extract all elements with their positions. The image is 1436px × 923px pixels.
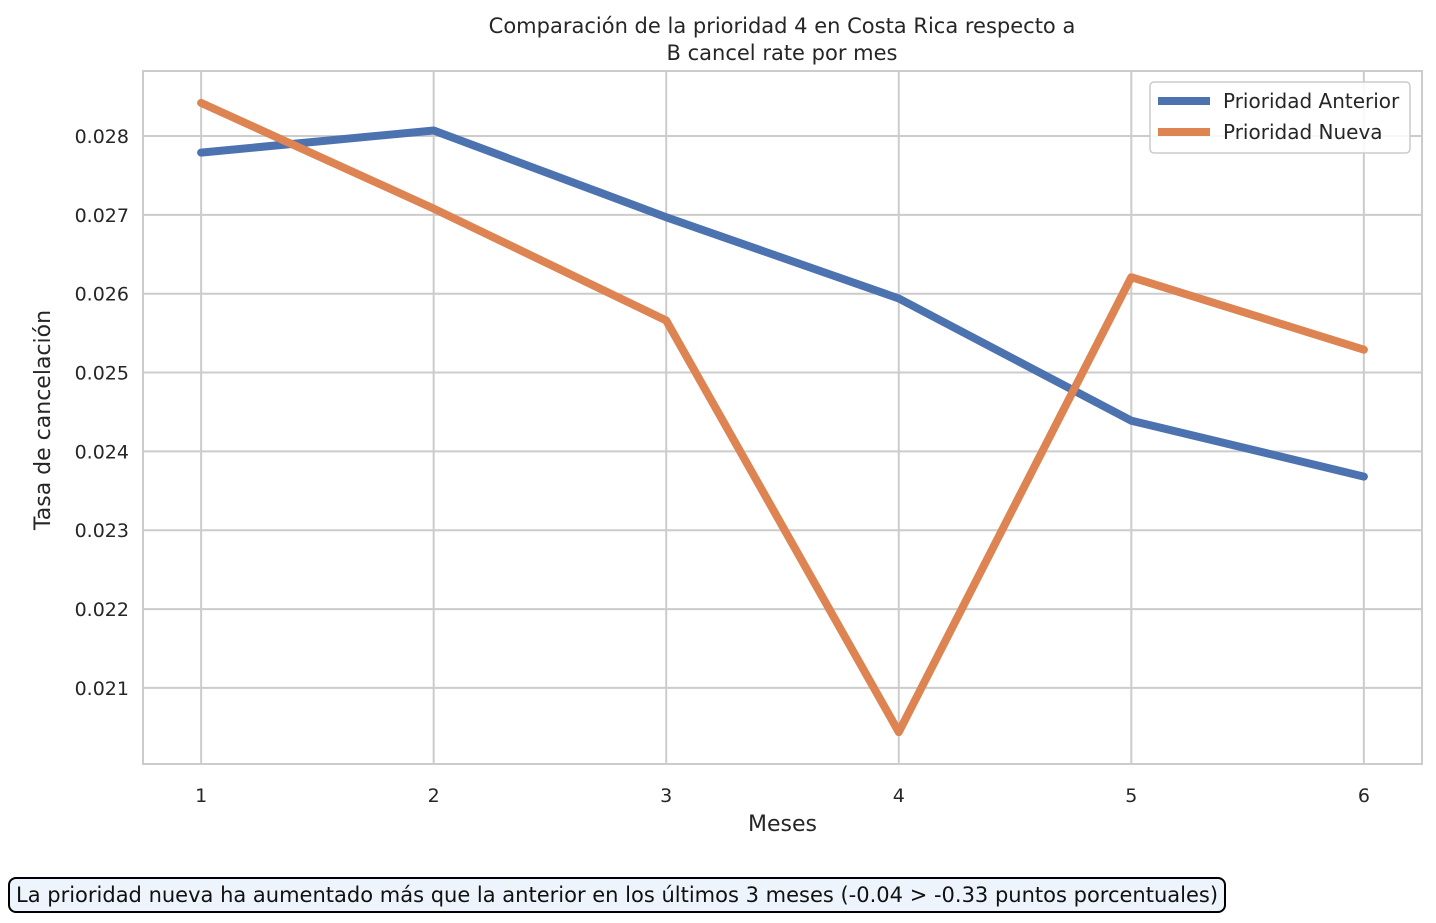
y-tick-label: 0.022 (75, 599, 129, 621)
series-lines (197, 98, 1368, 737)
y-tick-label: 0.025 (75, 363, 129, 385)
x-tick-label: 2 (428, 785, 440, 807)
y-tick-label: 0.024 (75, 441, 129, 463)
annotation-note: La prioridad nueva ha aumentado más que … (8, 877, 1227, 913)
chart-title: Comparación de la prioridad 4 en Costa R… (489, 14, 1076, 65)
legend: Prioridad Anterior Prioridad Nueva (1149, 81, 1411, 154)
plot-frame (142, 70, 1423, 765)
x-tick-label: 3 (660, 785, 672, 807)
y-tick-label: 0.021 (75, 678, 129, 700)
line-chart: Comparación de la prioridad 4 en Costa R… (31, 14, 1423, 837)
y-tick-label: 0.023 (75, 520, 129, 542)
x-axis-label: Meses (748, 812, 817, 837)
legend-label: Prioridad Nueva (1223, 120, 1383, 144)
x-tick-label: 1 (195, 785, 207, 807)
legend-label: Prioridad Anterior (1223, 89, 1400, 113)
series-line-prioridad-nueva (197, 98, 1368, 737)
y-tick-label: 0.028 (75, 126, 129, 148)
y-tick-label: 0.027 (75, 205, 129, 227)
chart-title-line: Comparación de la prioridad 4 en Costa R… (489, 14, 1076, 38)
legend-box (1149, 81, 1411, 154)
y-axis-label: Tasa de cancelación (31, 310, 56, 531)
x-tick-label: 4 (893, 785, 905, 807)
chart-title-line: B cancel rate por mes (667, 41, 898, 65)
tick-labels: 1 2 3 4 5 6 0.021 0.022 0.023 0.024 0.025 0.026 0.02… (75, 126, 1370, 807)
x-tick-label: 6 (1358, 785, 1370, 807)
series-line-prioridad-anterior (197, 126, 1368, 481)
grid-lines (143, 71, 1422, 764)
y-tick-label: 0.026 (75, 284, 129, 306)
x-tick-label: 5 (1125, 785, 1137, 807)
